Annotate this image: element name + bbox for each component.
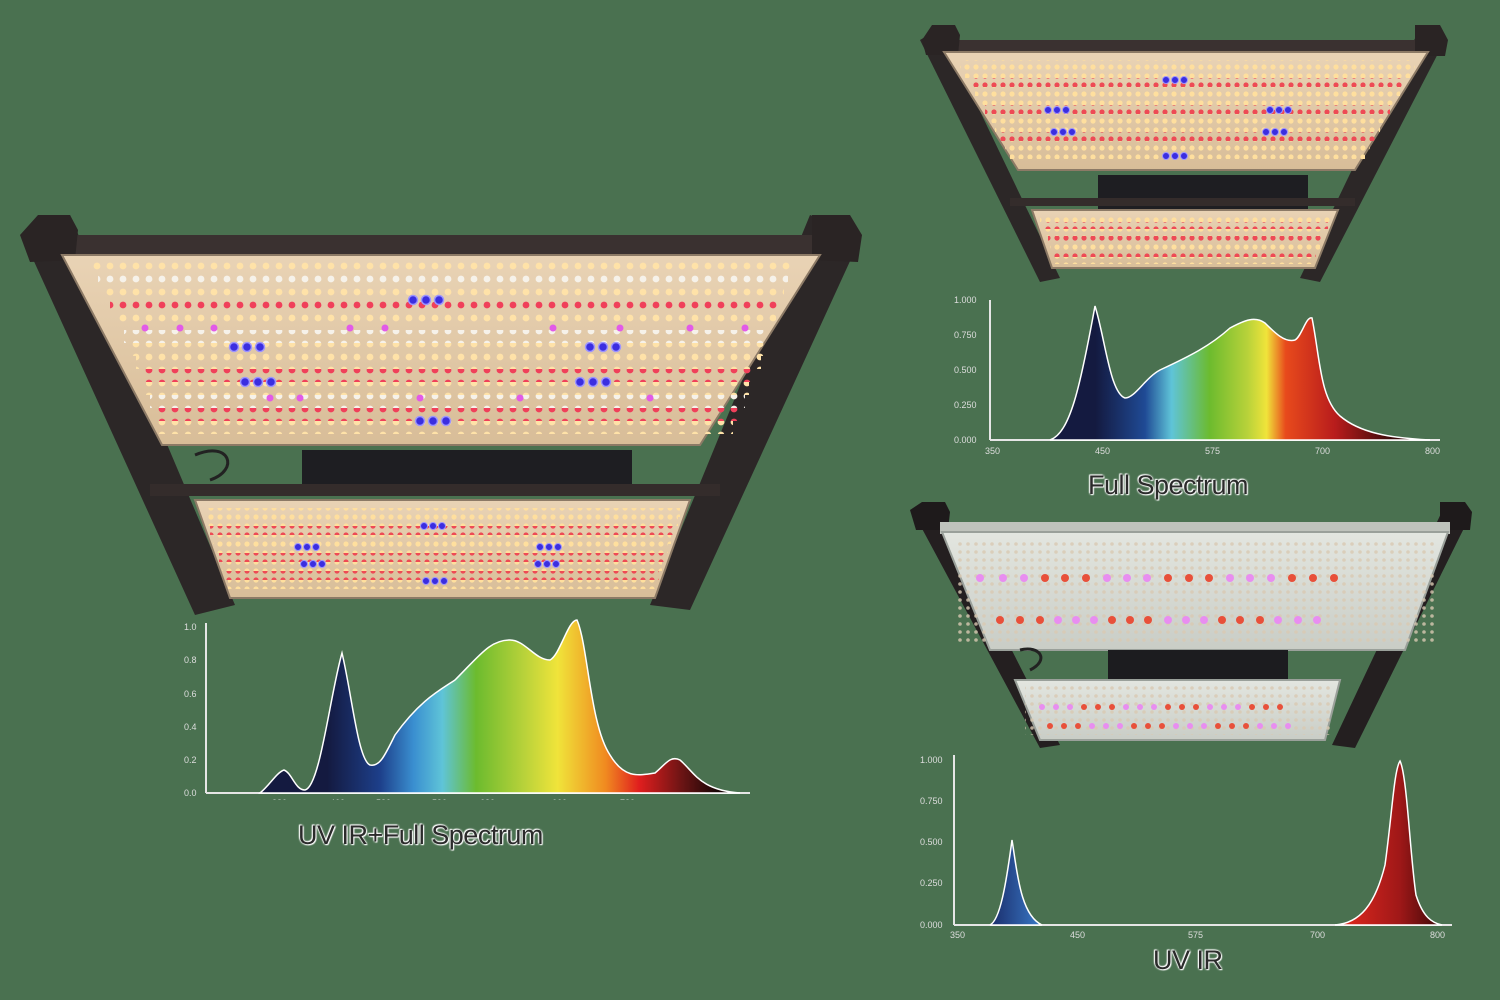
svg-text:700: 700 bbox=[1315, 446, 1330, 456]
svg-text:700: 700 bbox=[1310, 930, 1325, 940]
svg-text:0.250: 0.250 bbox=[920, 878, 943, 888]
svg-text:0.500: 0.500 bbox=[920, 837, 943, 847]
y-axis-ticks: 0.0 0.2 0.4 0.6 0.8 1.0 bbox=[184, 622, 197, 798]
svg-text:0.500: 0.500 bbox=[954, 365, 977, 375]
svg-text:1.000: 1.000 bbox=[920, 755, 943, 765]
svg-text:800: 800 bbox=[1430, 930, 1445, 940]
svg-text:590: 590 bbox=[432, 798, 447, 800]
caption-uvir: UV IR bbox=[1153, 945, 1223, 975]
spectrum-chart-uvir-full: 0.0 0.2 0.4 0.6 0.8 1.0 380 460 530 590 … bbox=[184, 619, 750, 800]
y-axis-ticks: 0.000 0.250 0.500 0.750 1.000 bbox=[920, 755, 943, 930]
svg-text:450: 450 bbox=[1070, 930, 1085, 940]
svg-text:460: 460 bbox=[330, 798, 345, 800]
svg-text:660: 660 bbox=[552, 798, 567, 800]
svg-text:575: 575 bbox=[1188, 930, 1203, 940]
grow-light-fixture-uvir bbox=[910, 502, 1472, 748]
led-rows-upper bbox=[92, 262, 792, 434]
product-uvir: 0.000 0.250 0.500 0.750 1.000 350 450 57… bbox=[900, 500, 1500, 1000]
caption-uvir-full: UV IR+Full Spectrum bbox=[298, 820, 543, 850]
svg-text:0.2: 0.2 bbox=[184, 755, 197, 765]
svg-text:0.6: 0.6 bbox=[184, 689, 197, 699]
svg-text:730: 730 bbox=[620, 798, 635, 800]
svg-text:575: 575 bbox=[1205, 446, 1220, 456]
uv-led-dots bbox=[141, 324, 749, 402]
svg-text:0.4: 0.4 bbox=[184, 722, 197, 732]
uv-ir-diodes-upper bbox=[976, 574, 1338, 624]
svg-text:0.8: 0.8 bbox=[184, 655, 197, 665]
svg-text:350: 350 bbox=[950, 930, 965, 940]
y-axis-ticks: 0.000 0.250 0.500 0.750 1.000 bbox=[954, 295, 977, 445]
product-uvir-full: 0.0 0.2 0.4 0.6 0.8 1.0 380 460 530 590 … bbox=[20, 215, 862, 850]
svg-text:1.0: 1.0 bbox=[184, 622, 197, 632]
svg-text:0.750: 0.750 bbox=[920, 796, 943, 806]
x-axis-ticks: 350 450 575 700 800 bbox=[950, 930, 1445, 940]
svg-text:350: 350 bbox=[985, 446, 1000, 456]
x-axis-ticks: 380 460 530 590 630 660 730 bbox=[272, 798, 635, 800]
svg-text:0.000: 0.000 bbox=[920, 920, 943, 930]
spectrum-curve bbox=[257, 619, 741, 794]
grow-light-fixture-large bbox=[20, 215, 862, 615]
x-axis-ticks: 350 450 575 700 800 bbox=[985, 446, 1440, 456]
svg-text:0.750: 0.750 bbox=[954, 330, 977, 340]
svg-text:630: 630 bbox=[480, 798, 495, 800]
spectrum-chart-full: 0.000 0.250 0.500 0.750 1.000 350 450 57… bbox=[954, 295, 1440, 456]
svg-text:800: 800 bbox=[1425, 446, 1440, 456]
svg-text:0.250: 0.250 bbox=[954, 400, 977, 410]
spectrum-chart-uvir: 0.000 0.250 0.500 0.750 1.000 350 450 57… bbox=[920, 755, 1452, 940]
svg-text:1.000: 1.000 bbox=[954, 295, 977, 305]
uv-peak bbox=[989, 839, 1043, 926]
grow-light-fixture-full bbox=[920, 25, 1448, 282]
led-rows-lower bbox=[205, 508, 680, 589]
svg-text:0.000: 0.000 bbox=[954, 435, 977, 445]
ir-peak bbox=[1334, 759, 1443, 926]
uv-ir-diodes-lower bbox=[1039, 704, 1291, 729]
svg-text:380: 380 bbox=[272, 798, 287, 800]
svg-text:0.0: 0.0 bbox=[184, 788, 197, 798]
blue-led-clusters bbox=[228, 294, 622, 427]
spectrum-curve bbox=[1049, 305, 1431, 441]
svg-text:450: 450 bbox=[1095, 446, 1110, 456]
product-full-spectrum: 0.000 0.250 0.500 0.750 1.000 350 450 57… bbox=[900, 0, 1500, 500]
caption-full-spectrum: Full Spectrum bbox=[1088, 470, 1249, 500]
svg-text:530: 530 bbox=[376, 798, 391, 800]
